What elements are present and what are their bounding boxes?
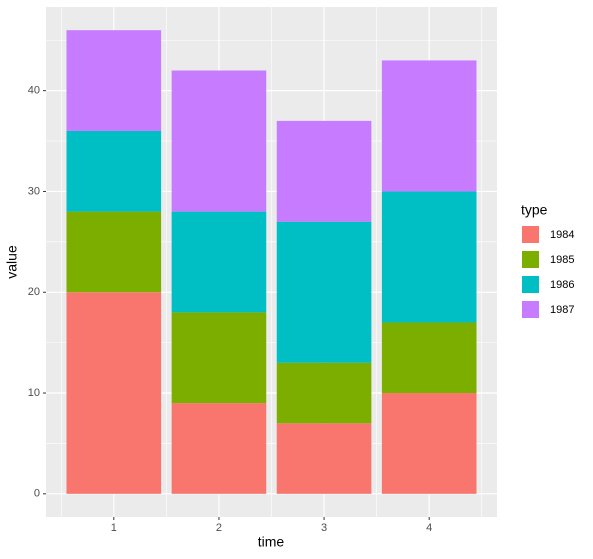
x-tick-label: 3 bbox=[321, 522, 327, 534]
bar-segment bbox=[276, 221, 372, 363]
bar-segment bbox=[381, 393, 477, 494]
bar-segment bbox=[171, 403, 267, 494]
bar-segment bbox=[66, 211, 162, 293]
y-tick-label: 10 bbox=[28, 387, 40, 399]
bar-segment bbox=[66, 292, 162, 494]
y-tick-label: 20 bbox=[28, 286, 40, 298]
legend-key bbox=[522, 276, 539, 293]
bar-segment bbox=[171, 70, 267, 212]
bar-segment bbox=[66, 30, 162, 131]
y-tick-label: 30 bbox=[28, 185, 40, 197]
legend-label: 1985 bbox=[550, 254, 574, 266]
bar-segment bbox=[381, 322, 477, 394]
legend-title: type bbox=[521, 202, 548, 218]
x-tick-label: 1 bbox=[111, 522, 117, 534]
legend-label: 1987 bbox=[550, 304, 574, 316]
legend-key bbox=[522, 301, 539, 318]
bar-segment bbox=[276, 120, 372, 222]
legend-key bbox=[522, 251, 539, 268]
legend-label: 1986 bbox=[550, 279, 574, 291]
y-tick-label: 0 bbox=[34, 488, 40, 500]
y-axis-title: value bbox=[4, 245, 20, 279]
legend-key bbox=[522, 226, 539, 243]
bar-segment bbox=[276, 362, 372, 424]
y-tick-label: 40 bbox=[28, 85, 40, 97]
bar-segment bbox=[381, 191, 477, 323]
x-axis-title: time bbox=[258, 534, 285, 550]
x-tick-label: 2 bbox=[216, 522, 222, 534]
x-tick-label: 4 bbox=[426, 522, 432, 534]
bar-segment bbox=[276, 423, 372, 494]
bar-segment bbox=[381, 60, 477, 192]
bar-segment bbox=[66, 130, 162, 212]
legend-label: 1984 bbox=[550, 229, 574, 241]
bar-segment bbox=[171, 211, 267, 313]
bar-segment bbox=[171, 312, 267, 404]
